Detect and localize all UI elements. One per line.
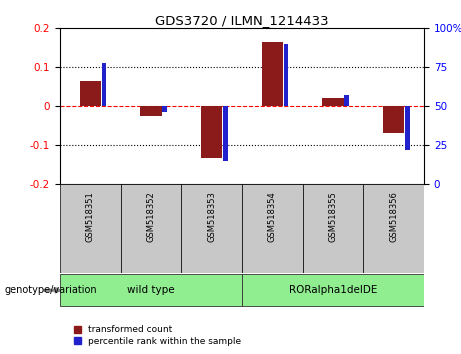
Bar xyxy=(242,184,303,273)
Bar xyxy=(121,184,181,273)
Bar xyxy=(363,184,424,273)
Text: GSM518354: GSM518354 xyxy=(268,191,277,242)
Bar xyxy=(101,63,106,106)
Text: RORalpha1delDE: RORalpha1delDE xyxy=(289,285,377,295)
Bar xyxy=(60,274,242,306)
Bar xyxy=(383,106,404,133)
Bar xyxy=(201,106,222,158)
Bar xyxy=(303,184,363,273)
Text: GSM518353: GSM518353 xyxy=(207,191,216,242)
Text: GSM518352: GSM518352 xyxy=(147,191,155,242)
Text: wild type: wild type xyxy=(127,285,175,295)
Text: genotype/variation: genotype/variation xyxy=(5,285,97,295)
Legend: transformed count, percentile rank within the sample: transformed count, percentile rank withi… xyxy=(74,325,241,346)
Bar xyxy=(284,44,289,106)
Bar xyxy=(223,106,228,161)
Title: GDS3720 / ILMN_1214433: GDS3720 / ILMN_1214433 xyxy=(155,14,329,27)
Bar xyxy=(60,184,121,273)
Text: GSM518355: GSM518355 xyxy=(329,191,337,242)
Bar xyxy=(80,81,101,106)
Bar xyxy=(140,106,162,116)
Bar xyxy=(405,106,410,150)
Text: GSM518351: GSM518351 xyxy=(86,191,95,242)
Bar xyxy=(181,184,242,273)
Bar xyxy=(262,42,283,106)
Bar xyxy=(162,106,167,113)
Bar xyxy=(242,274,424,306)
Bar xyxy=(344,95,349,106)
Bar xyxy=(322,98,344,106)
Text: GSM518356: GSM518356 xyxy=(389,191,398,242)
